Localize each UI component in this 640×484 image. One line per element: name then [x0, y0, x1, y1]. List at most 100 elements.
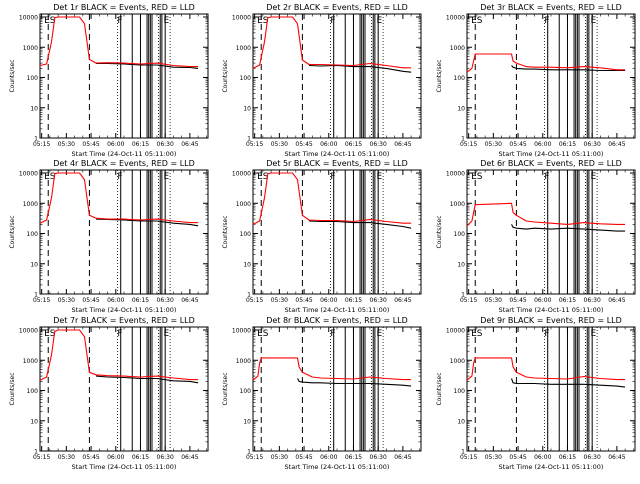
x-tick-label: 05:15 [246, 297, 263, 304]
plot-frame [466, 169, 636, 295]
marker-label: ES [471, 172, 483, 182]
x-axis-label: Start Time (24-Oct-11 05:11:00) [285, 306, 390, 314]
x-tick-label: 06:30 [157, 454, 174, 461]
panel-title: Det 7r BLACK = Events, RED = LLD [53, 316, 195, 325]
y-axis-label: Counts/sec [222, 215, 229, 248]
x-tick-label: 06:00 [320, 454, 337, 461]
x-tick-label: 05:45 [82, 141, 99, 148]
x-tick-label: 06:30 [157, 297, 174, 304]
x-tick-label: 05:45 [295, 454, 312, 461]
y-axis-label: Counts/sec [222, 59, 229, 92]
x-tick-label: 06:00 [107, 454, 124, 461]
panel-title: Det 3r BLACK = Events, RED = LLD [480, 3, 622, 12]
x-tick-label: 05:45 [82, 454, 99, 461]
y-tick-label: 10 [243, 418, 251, 425]
marker-label: ES [257, 329, 269, 339]
x-tick-label: 06:30 [370, 141, 387, 148]
y-tick-label: 100 [27, 388, 39, 395]
marker-label: F [330, 172, 335, 182]
x-tick-label: 06:30 [584, 141, 601, 148]
panel-det-3: Det 3r BLACK = Events, RED = LLD Counts/s… [436, 3, 636, 158]
marker-label: ES [44, 16, 56, 26]
plot-frame [466, 13, 636, 139]
x-tick-label: 05:15 [33, 141, 50, 148]
panel-title: Det 5r BLACK = Events, RED = LLD [266, 159, 408, 168]
y-tick-label: 1 [461, 449, 465, 456]
x-tick-label: 06:45 [608, 297, 625, 304]
y-axis-label: Counts/sec [9, 59, 16, 92]
x-tick-label: 06:45 [394, 454, 411, 461]
x-tick-label: 05:30 [485, 141, 502, 148]
y-tick-label: 100 [240, 388, 252, 395]
y-tick-label: 1000 [450, 358, 465, 365]
panel-title: Det 4r BLACK = Events, RED = LLD [53, 159, 195, 168]
x-axis-label: Start Time (24-Oct-11 05:11:00) [72, 463, 177, 471]
y-tick-label: 1 [34, 292, 38, 299]
x-tick-label: 06:00 [534, 297, 551, 304]
x-axis-label: Start Time (24-Oct-11 05:11:00) [72, 150, 177, 158]
series-line-lld [39, 329, 199, 381]
y-tick-label: 1 [34, 449, 38, 456]
marker-label: E [377, 329, 383, 339]
marker-label: ES [44, 172, 56, 182]
x-axis-label: Start Time (24-Oct-11 05:11:00) [285, 150, 390, 158]
series-line-events [308, 220, 412, 229]
series-line-lld [39, 16, 199, 68]
x-tick-label: 06:00 [534, 454, 551, 461]
x-tick-label: 06:15 [132, 297, 149, 304]
plot-frame [252, 326, 422, 452]
panel-title: Det 1r BLACK = Events, RED = LLD [53, 3, 195, 12]
marker-label: ES [257, 172, 269, 182]
series-line-lld [466, 202, 626, 227]
marker-label: E [164, 16, 170, 26]
y-axis-label: Counts/sec [9, 372, 16, 405]
marker-label: E [377, 172, 383, 182]
y-axis-label: Counts/sec [9, 215, 16, 248]
x-tick-label: 06:15 [345, 141, 362, 148]
marker-label: E [591, 329, 597, 339]
panel-det-1: Det 1r BLACK = Events, RED = LLD Counts/s… [9, 3, 209, 158]
y-tick-label: 10000 [446, 328, 465, 335]
y-tick-label: 1 [34, 136, 38, 143]
x-axis-label: Start Time (24-Oct-11 05:11:00) [499, 306, 604, 314]
x-tick-label: 06:30 [370, 297, 387, 304]
y-axis-label: Counts/sec [436, 372, 443, 405]
marker-label: F [330, 16, 335, 26]
x-tick-label: 05:15 [33, 297, 50, 304]
y-tick-label: 1 [247, 292, 251, 299]
x-tick-label: 06:00 [320, 297, 337, 304]
x-tick-label: 06:30 [370, 454, 387, 461]
y-tick-label: 1000 [236, 45, 251, 52]
panel-title: Det 9r BLACK = Events, RED = LLD [480, 316, 622, 325]
x-tick-label: 05:30 [58, 454, 75, 461]
y-axis-label: Counts/sec [436, 215, 443, 248]
plot-frame [39, 13, 209, 139]
y-tick-label: 1 [461, 292, 465, 299]
series-line-lld [252, 172, 412, 225]
y-tick-label: 1000 [236, 358, 251, 365]
y-tick-label: 10000 [19, 171, 38, 178]
x-tick-label: 06:15 [345, 454, 362, 461]
plot-frame [252, 169, 422, 295]
marker-label: F [544, 172, 549, 182]
y-tick-label: 10 [457, 261, 465, 268]
series-line-events [297, 378, 412, 387]
y-tick-label: 10 [30, 105, 38, 112]
panel-det-2: Det 2r BLACK = Events, RED = LLD Counts/s… [222, 3, 422, 158]
x-tick-label: 05:45 [295, 297, 312, 304]
x-tick-label: 05:15 [33, 454, 50, 461]
y-tick-label: 1000 [450, 45, 465, 52]
x-axis-label: Start Time (24-Oct-11 05:11:00) [499, 150, 604, 158]
x-tick-label: 06:45 [181, 297, 198, 304]
y-tick-label: 10 [457, 418, 465, 425]
marker-label: E [377, 16, 383, 26]
panel-det-9: Det 9r BLACK = Events, RED = LLD Counts/s… [436, 316, 636, 471]
y-tick-label: 10000 [19, 15, 38, 22]
marker-label: F [117, 329, 122, 339]
panel-det-5: Det 5r BLACK = Events, RED = LLD Counts/s… [222, 159, 422, 314]
y-axis-label: Counts/sec [436, 59, 443, 92]
x-tick-label: 06:15 [559, 141, 576, 148]
marker-label: ES [257, 16, 269, 26]
x-tick-label: 05:30 [485, 297, 502, 304]
